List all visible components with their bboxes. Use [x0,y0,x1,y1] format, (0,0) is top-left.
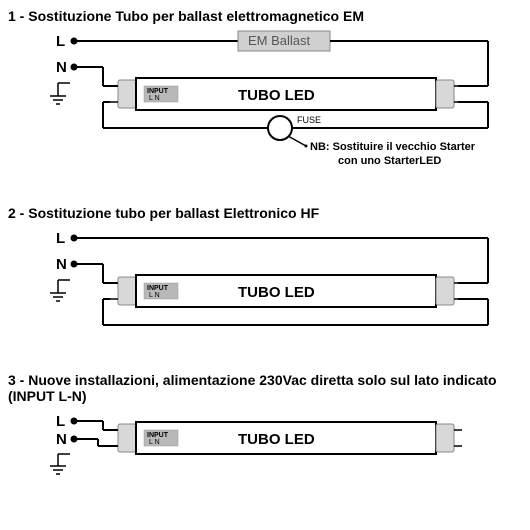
diagram-3: L N INPUT L N TUBO LED [48,408,522,503]
note-dot [305,145,308,148]
tube-cap-left-1 [118,80,136,108]
tube-text-3: TUBO LED [238,431,315,448]
l-label-1: L [56,33,65,50]
section-3: 3 - Nuove installazioni, alimentazione 2… [8,372,522,503]
diagram-2: L N INPUT L N TUBO LED [48,225,522,360]
n-label-1: N [56,59,67,76]
tube-text-2: TUBO LED [238,284,315,301]
section-2: 2 - Sostituzione tubo per ballast Elettr… [8,205,522,360]
input-ln-3: L N [149,439,160,446]
input-ln-1: L N [149,95,160,102]
em-ballast-text: EM Ballast [248,33,311,48]
tube-cap-right-1 [436,80,454,108]
fuse-label: FUSE [297,115,321,125]
tube-cap-left-2 [118,277,136,305]
input-ln-2: L N [149,292,160,299]
note-leader [288,136,306,146]
section-2-title: 2 - Sostituzione tubo per ballast Elettr… [8,205,522,221]
note-1: NB: Sostituire il vecchio Starter [310,141,476,153]
tube-cap-right-2 [436,277,454,305]
n-label-2: N [56,256,67,273]
diagram-1-svg: L N EM Ballast [48,28,518,188]
note-2: con uno StarterLED [338,155,441,167]
input-label-1: INPUT [147,88,169,95]
input-label-3: INPUT [147,432,169,439]
section-1-title: 1 - Sostituzione Tubo per ballast elettr… [8,8,522,24]
tube-cap-left-3 [118,424,136,452]
tube-text-1: TUBO LED [238,87,315,104]
diagram-3-svg: L N INPUT L N TUBO LED [48,408,518,498]
section-1: 1 - Sostituzione Tubo per ballast elettr… [8,8,522,193]
n-label-3: N [56,431,67,448]
input-label-2: INPUT [147,285,169,292]
l-label-2: L [56,230,65,247]
section-3-title: 3 - Nuove installazioni, alimentazione 2… [8,372,522,404]
diagram-1: L N EM Ballast [48,28,522,193]
l-label-3: L [56,413,65,430]
diagram-2-svg: L N INPUT L N TUBO LED [48,225,518,355]
tube-cap-right-3 [436,424,454,452]
